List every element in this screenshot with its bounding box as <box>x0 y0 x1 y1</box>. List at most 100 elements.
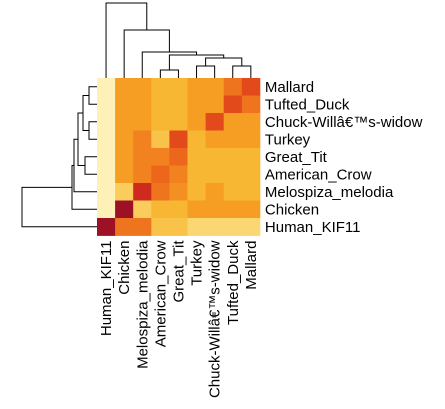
row-label: Turkey <box>265 131 311 148</box>
row-label: Tufted_Duck <box>265 96 350 113</box>
heatmap-cell <box>205 183 225 201</box>
heatmap-cell <box>97 95 116 114</box>
row-dendrogram <box>21 86 97 228</box>
heatmap-cell <box>133 183 152 201</box>
row-label: Melospiza_melodia <box>265 184 394 201</box>
column-label: Chuck-Willâ€™s-widow <box>207 240 224 398</box>
heatmap-cell <box>187 218 206 236</box>
heatmap-cell <box>187 130 206 149</box>
heatmap-cell <box>97 130 116 149</box>
heatmap-cell <box>97 183 116 201</box>
row-label: Chicken <box>265 201 319 218</box>
dendrogram-branch <box>82 95 89 131</box>
heatmap-cell <box>187 165 206 184</box>
heatmap-cell <box>187 200 206 219</box>
heatmap-cell <box>205 165 225 184</box>
heatmap-cell <box>169 200 188 219</box>
heatmap-cell <box>133 148 152 166</box>
heatmap-cell <box>115 165 134 184</box>
heatmap-cell <box>223 95 243 114</box>
heatmap-cell <box>97 148 116 166</box>
dendrogram-branch <box>159 69 179 78</box>
heatmap-cell <box>241 218 261 236</box>
heatmap-cell <box>151 78 170 96</box>
heatmap-cell <box>133 200 152 219</box>
heatmap-cells <box>97 78 261 236</box>
dendrogram-branch <box>123 29 170 78</box>
heatmap-cell <box>241 113 261 131</box>
dendrogram-branch <box>205 57 243 66</box>
row-label: Human_KIF11 <box>265 219 361 236</box>
dendrogram-branch <box>77 112 85 166</box>
row-label: American_Crow <box>265 166 372 183</box>
heatmap-cell <box>133 130 152 149</box>
heatmap-cell <box>223 200 243 219</box>
heatmap-cell <box>223 130 243 149</box>
column-labels: Human_KIF11 Chicken Melospiza_melodia Ameri… <box>98 240 260 398</box>
heatmap-cell <box>223 113 243 131</box>
heatmap-cell <box>241 183 261 201</box>
heatmap-cell <box>97 78 116 96</box>
column-label: Great_Tit <box>170 240 187 303</box>
heatmap-cell <box>169 183 188 201</box>
heatmap-cell <box>97 113 116 131</box>
column-label: Human_KIF11 <box>98 241 115 337</box>
heatmap-cell <box>241 78 261 96</box>
heatmap-cell <box>241 148 261 166</box>
heatmap-cell <box>169 148 188 166</box>
heatmap-cell <box>223 148 243 166</box>
heatmap-cell <box>205 130 225 149</box>
dendrogram-branch <box>21 186 97 228</box>
heatmap-cell <box>169 95 188 114</box>
row-label: Chuck-Willâ€™s-widow <box>265 114 423 131</box>
column-label: American_Crow <box>152 240 169 347</box>
heatmap-cell <box>169 113 188 131</box>
heatmap-cell <box>115 218 134 236</box>
heatmap-cell <box>115 130 134 149</box>
heatmap-cell <box>133 165 152 184</box>
heatmap-cell <box>151 200 170 219</box>
heatmap-cell <box>205 218 225 236</box>
heatmap-cell <box>151 165 170 184</box>
heatmap-cell <box>187 78 206 96</box>
heatmap-cell <box>97 165 116 184</box>
heatmap-cell <box>223 78 243 96</box>
heatmap-cell <box>187 183 206 201</box>
column-label: Tufted_Duck <box>225 240 242 325</box>
column-label: Turkey <box>189 240 206 286</box>
heatmap-cell <box>169 165 188 184</box>
heatmap-cell <box>97 200 116 219</box>
heatmap-cell <box>205 78 225 96</box>
heatmap-cell <box>241 200 261 219</box>
heatmap-cell <box>133 113 152 131</box>
heatmap-cell <box>151 218 170 236</box>
heatmap-cell <box>115 183 134 201</box>
dendrogram-branch <box>84 156 97 175</box>
dendrogram-branch <box>105 2 148 78</box>
heatmap-cell <box>241 165 261 184</box>
heatmap-cell <box>151 113 170 131</box>
heatmap-cell <box>115 148 134 166</box>
heatmap-cell <box>115 95 134 114</box>
heatmap-cell <box>169 218 188 236</box>
heatmap-cell <box>241 130 261 149</box>
heatmap-cell <box>187 95 206 114</box>
dendrogram-branch <box>196 65 216 78</box>
heatmap-cell <box>151 183 170 201</box>
row-labels: MallardTufted_DuckChuck-Willâ€™s-widowTu… <box>265 79 423 236</box>
heatmap-cell <box>223 183 243 201</box>
heatmap-cell <box>115 78 134 96</box>
heatmap-cell <box>169 78 188 96</box>
heatmap-cell <box>133 95 152 114</box>
heatmap-cell <box>151 95 170 114</box>
heatmap-cell <box>205 113 225 131</box>
heatmap-cell <box>241 95 261 114</box>
heatmap-cell <box>115 113 134 131</box>
heatmap-cell <box>169 130 188 149</box>
heatmap-cell <box>187 113 206 131</box>
row-label: Great_Tit <box>265 149 328 166</box>
column-label: Chicken <box>116 241 133 295</box>
column-dendrogram <box>105 2 252 78</box>
column-label: Mallard <box>243 241 260 290</box>
